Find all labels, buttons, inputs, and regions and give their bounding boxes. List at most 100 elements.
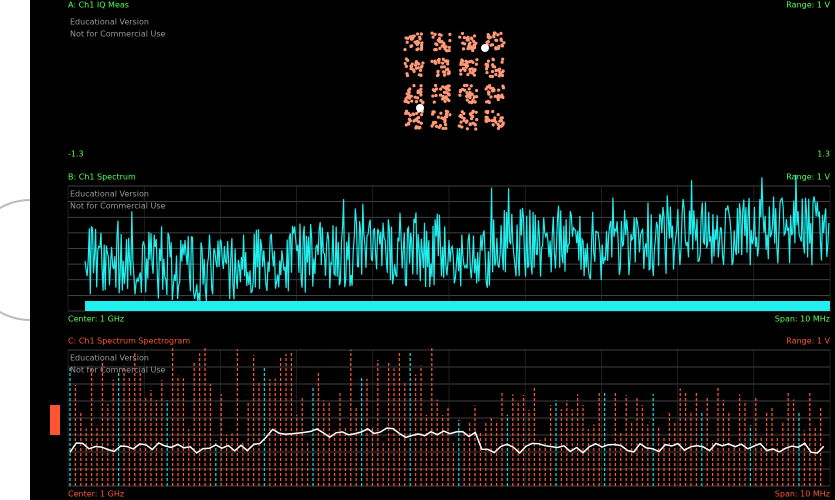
- constellation-dot: [441, 94, 445, 98]
- constellation-dot: [405, 40, 409, 44]
- constellation-dot: [470, 37, 474, 41]
- constellation-dot: [472, 46, 477, 50]
- constellation-dot: [496, 113, 500, 117]
- constellation-dot: [447, 88, 451, 92]
- constellation-dot: [431, 94, 435, 98]
- constellation-dot: [500, 43, 504, 47]
- constellation-dot: [444, 109, 448, 113]
- constellation-dot: [472, 73, 477, 77]
- constellation-dot: [485, 40, 489, 44]
- constellation-dot: [409, 94, 413, 98]
- constellation-dot: [474, 110, 478, 114]
- constellation-dot: [403, 47, 407, 52]
- constellation-dot: [404, 109, 409, 113]
- constellation-dot: [439, 87, 443, 91]
- constellation-dot: [419, 87, 423, 91]
- constellation-dot: [444, 95, 448, 99]
- constellation-dot: [411, 68, 415, 72]
- constellation-dot: [458, 35, 462, 39]
- panel-header: B: Ch1 Spectrum: [68, 173, 136, 182]
- constellation-dot: [460, 31, 465, 36]
- constellation-dot: [433, 59, 437, 63]
- spectrum-floor: [85, 301, 830, 311]
- constellation-dot: [498, 72, 503, 76]
- constellation-dot: [434, 48, 438, 52]
- constellation-dot: [468, 91, 472, 95]
- constellation-dot: [416, 96, 420, 100]
- constellation-dot: [430, 31, 434, 35]
- constellation-dot: [441, 117, 446, 121]
- constellation-dot: [484, 119, 489, 123]
- constellation-dot: [419, 73, 423, 77]
- constellation-dot: [433, 32, 437, 37]
- constellation-dot: [447, 69, 451, 74]
- constellation-dot: [475, 95, 479, 99]
- constellation-dot: [459, 62, 463, 67]
- constellation-dot: [497, 88, 501, 92]
- constellation-dot: [485, 62, 490, 67]
- constellation-dot: [496, 122, 500, 126]
- constellation-dot: [443, 122, 448, 127]
- constellation-dot: [463, 42, 467, 46]
- constellation-dot: [491, 64, 495, 69]
- constellation-dot: [413, 95, 417, 99]
- constellation-dot: [430, 112, 435, 116]
- constellation-dot: [420, 43, 424, 47]
- constellation-dot: [407, 117, 411, 121]
- constellation-dot: [459, 72, 463, 76]
- constellation-dot: [459, 68, 463, 73]
- constellation-dot: [466, 35, 470, 40]
- footer-left: Center: 1 GHz: [68, 490, 124, 499]
- constellation-dot: [461, 67, 465, 71]
- constellation-dot: [437, 33, 442, 37]
- constellation-dot: [487, 90, 491, 94]
- constellation-dot: [445, 68, 449, 72]
- constellation-dot: [430, 59, 434, 63]
- constellation-dot: [493, 94, 497, 98]
- constellation-dot: [502, 41, 506, 45]
- constellation-dot: [432, 100, 436, 104]
- constellation-dot: [472, 34, 477, 38]
- constellation-dot: [496, 126, 501, 131]
- constellation-dot: [472, 39, 476, 44]
- constellation-dot: [446, 62, 450, 66]
- constellation-dot: [443, 99, 447, 103]
- constellation-dot: [431, 35, 435, 39]
- constellation-dot: [419, 93, 423, 97]
- constellation-dot: [442, 73, 447, 77]
- watermark: Educational Version: [70, 18, 149, 27]
- constellation-dot: [498, 119, 502, 123]
- footer-right: Span: 10 MHz: [775, 490, 830, 499]
- constellation-dot: [470, 45, 474, 49]
- constellation-dot: [489, 95, 493, 99]
- constellation-dot: [488, 83, 492, 88]
- constellation-dot: [421, 101, 425, 105]
- constellation-dot: [485, 115, 489, 120]
- constellation-dot: [433, 83, 438, 88]
- constellation-dot: [420, 64, 424, 68]
- constellation-dot: [500, 116, 504, 120]
- constellation-dot: [407, 121, 411, 125]
- constellation-dot: [443, 86, 447, 90]
- constellation-dot: [447, 45, 451, 50]
- constellation-dot: [457, 124, 461, 128]
- constellation-dot: [414, 126, 418, 130]
- constellation-dot: [447, 48, 451, 53]
- constellation-dot: [490, 69, 495, 74]
- constellation-dot: [417, 120, 421, 124]
- constellation-dot: [474, 127, 478, 131]
- footer-left: -1.3: [68, 150, 84, 159]
- constellation-dot: [496, 33, 500, 37]
- constellation-dot: [471, 98, 475, 102]
- constellation-dot: [410, 44, 414, 48]
- constellation-dot: [418, 37, 422, 41]
- constellation-dot: [486, 59, 491, 63]
- constellation-dot: [406, 89, 411, 93]
- constellation-dot: [471, 121, 475, 125]
- constellation-dot: [439, 111, 443, 115]
- constellation-dot: [458, 93, 462, 97]
- constellation-dot: [420, 41, 424, 45]
- constellation-dot: [492, 31, 496, 35]
- constellation-dot: [501, 57, 505, 61]
- constellation-dot: [494, 68, 498, 73]
